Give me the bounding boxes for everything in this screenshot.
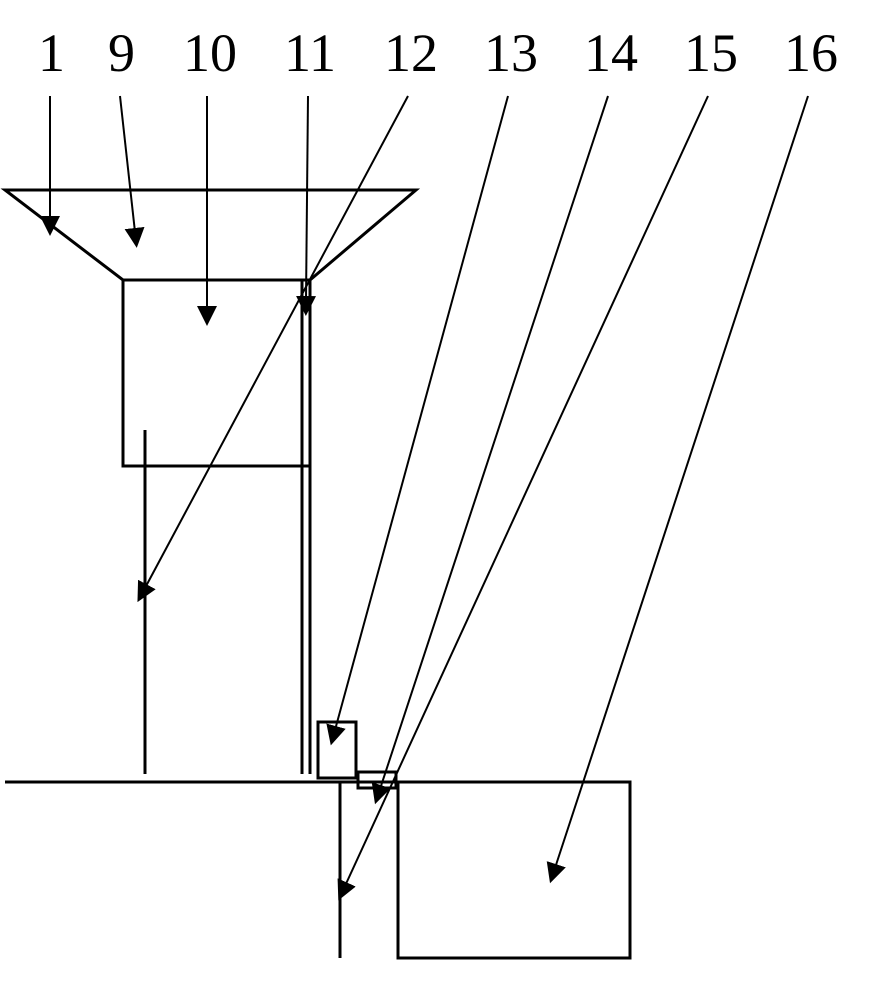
upper-box bbox=[123, 280, 310, 466]
label-9: 9 bbox=[108, 22, 135, 84]
label-13: 13 bbox=[484, 22, 538, 84]
label-1: 1 bbox=[38, 22, 65, 84]
small-box-on-base bbox=[318, 722, 356, 778]
arrow-12 bbox=[145, 96, 408, 588]
diagram-svg bbox=[0, 0, 881, 1000]
arrow-11 bbox=[306, 96, 308, 300]
arrow-9 bbox=[120, 96, 135, 232]
label-12: 12 bbox=[384, 22, 438, 84]
label-16: 16 bbox=[784, 22, 838, 84]
arrows-group bbox=[50, 96, 808, 886]
arrow-16 bbox=[555, 96, 808, 868]
label-14: 14 bbox=[584, 22, 638, 84]
label-11: 11 bbox=[284, 22, 336, 84]
label-15: 15 bbox=[684, 22, 738, 84]
funnel-trapezoid bbox=[5, 190, 416, 280]
lower-right-box bbox=[398, 782, 630, 958]
label-10: 10 bbox=[183, 22, 237, 84]
